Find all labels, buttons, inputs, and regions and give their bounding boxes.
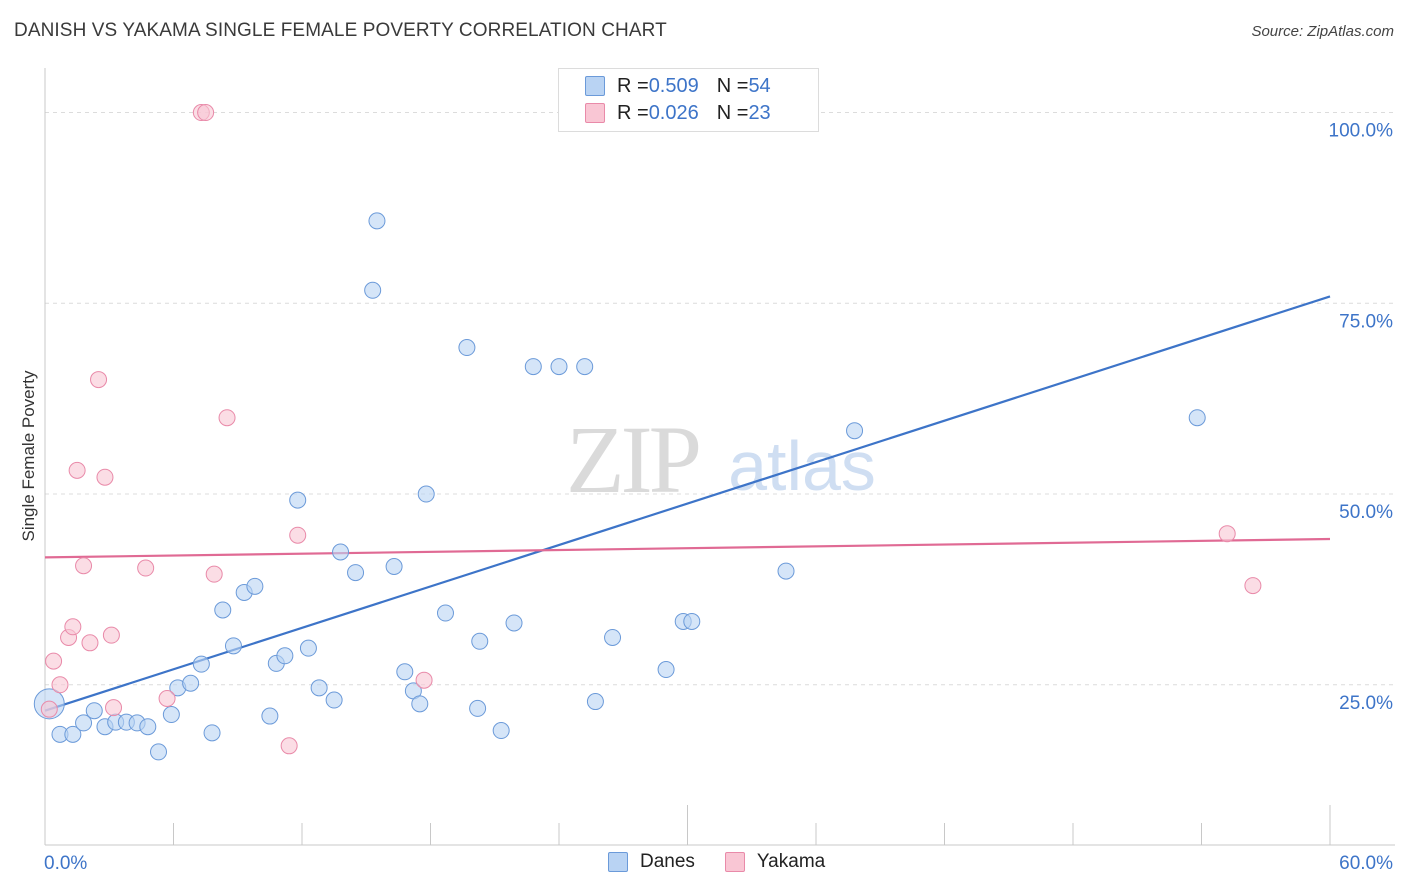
- yakama-r-value: 0.026: [648, 101, 699, 124]
- danes-point-29: [364, 281, 382, 299]
- danes-point-37: [458, 339, 476, 357]
- y-tick-label-0: 25.0%: [1339, 693, 1393, 714]
- danes-point-50: [683, 612, 701, 630]
- danes-point-22: [276, 647, 294, 665]
- danes-point-45: [586, 693, 604, 711]
- danes-point-27: [332, 543, 350, 561]
- yakama-point-11: [105, 699, 123, 717]
- yakama-point-1: [45, 652, 63, 670]
- danes-point-2: [64, 725, 82, 743]
- yakama-point-5: [68, 461, 86, 479]
- danes-point-53: [1188, 409, 1206, 427]
- source-note: Source: ZipAtlas.com: [1251, 23, 1394, 40]
- danes-point-35: [417, 485, 435, 503]
- danes-point-23: [289, 491, 307, 509]
- danes-legend-swatch: [608, 852, 628, 872]
- danes-point-38: [469, 699, 487, 717]
- danes-r-value: 0.509: [648, 74, 699, 97]
- danes-point-15: [203, 724, 221, 742]
- yakama-legend-label: Yakama: [756, 851, 826, 872]
- series-legend-yakama: Yakama: [724, 851, 826, 873]
- danes-point-32: [396, 663, 414, 681]
- yakama-point-0: [40, 700, 58, 718]
- danes-point-31: [385, 558, 403, 576]
- yakama-swatch: [585, 103, 605, 123]
- danes-point-43: [550, 358, 568, 376]
- yakama-trend-line: [44, 537, 1331, 559]
- yakama-point-2: [51, 676, 69, 694]
- danes-point-25: [310, 679, 328, 697]
- danes-point-26: [325, 691, 343, 709]
- legend-row-yakama: R = 0.026 N = 23: [585, 100, 771, 126]
- danes-point-9: [139, 718, 157, 736]
- danes-point-13: [182, 674, 200, 692]
- danes-point-24: [299, 639, 317, 657]
- yakama-n-value: 23: [748, 101, 771, 124]
- yakama-point-21: [1218, 525, 1236, 543]
- danes-point-42: [524, 358, 542, 376]
- series-legend: Danes Yakama: [608, 851, 855, 873]
- danes-point-20: [261, 707, 279, 725]
- yakama-point-20: [415, 671, 433, 689]
- danes-point-30: [368, 212, 386, 230]
- danes-point-11: [162, 706, 180, 724]
- danes-r-label: R =: [617, 74, 649, 97]
- yakama-point-22: [1244, 577, 1262, 595]
- danes-point-44: [576, 358, 594, 376]
- y-tick-label-2: 75.0%: [1339, 311, 1393, 332]
- yakama-point-19: [289, 526, 307, 544]
- yakama-point-4: [64, 618, 82, 636]
- danes-point-34: [411, 695, 429, 713]
- danes-n-label: N =: [716, 74, 749, 97]
- legend-row-danes: R = 0.509 N = 54: [585, 73, 771, 99]
- watermark: ZIP atlas: [566, 406, 876, 513]
- yakama-r-label: R =: [617, 101, 649, 124]
- danes-point-14: [192, 655, 210, 673]
- yakama-point-17: [218, 409, 236, 427]
- danes-point-16: [214, 601, 232, 619]
- danes-point-4: [85, 702, 103, 720]
- danes-point-51: [777, 562, 795, 580]
- yakama-point-9: [96, 468, 114, 486]
- danes-point-48: [657, 661, 675, 679]
- danes-point-19: [246, 577, 264, 595]
- danes-point-28: [347, 564, 365, 582]
- correlation-legend: R = 0.509 N = 54 R = 0.026 N = 23: [558, 68, 819, 132]
- yakama-point-6: [75, 557, 93, 575]
- chart-title: DANISH VS YAKAMA SINGLE FEMALE POVERTY C…: [14, 20, 667, 41]
- danes-swatch: [585, 76, 605, 96]
- yakama-point-8: [90, 371, 108, 389]
- x-tick-label-0: 0.0%: [44, 853, 87, 874]
- yakama-point-12: [137, 559, 155, 577]
- danes-point-36: [436, 604, 454, 622]
- danes-point-46: [604, 628, 622, 646]
- yakama-point-16: [205, 565, 223, 583]
- yakama-point-18: [280, 737, 298, 755]
- danes-point-10: [150, 743, 168, 761]
- yakama-point-13: [158, 690, 176, 708]
- yakama-legend-swatch: [724, 852, 745, 872]
- x-tick-label-1: 60.0%: [1339, 853, 1393, 874]
- danes-point-17: [224, 637, 242, 655]
- danes-trend-line: [44, 295, 1331, 712]
- danes-legend-label: Danes: [640, 851, 695, 872]
- danes-point-40: [492, 722, 510, 740]
- yakama-point-15: [197, 104, 215, 122]
- yakama-point-10: [102, 626, 120, 644]
- danes-n-value: 54: [748, 74, 771, 97]
- y-tick-label-1: 50.0%: [1339, 502, 1393, 523]
- danes-point-3: [75, 714, 93, 732]
- danes-point-39: [471, 632, 489, 650]
- yakama-n-label: N =: [716, 101, 749, 124]
- danes-point-52: [846, 422, 864, 440]
- series-legend-danes: Danes: [608, 851, 695, 873]
- y-tick-label-3: 100.0%: [1329, 121, 1394, 142]
- watermark-zip: ZIP: [566, 406, 699, 513]
- yakama-point-7: [81, 634, 99, 652]
- danes-point-41: [505, 614, 523, 632]
